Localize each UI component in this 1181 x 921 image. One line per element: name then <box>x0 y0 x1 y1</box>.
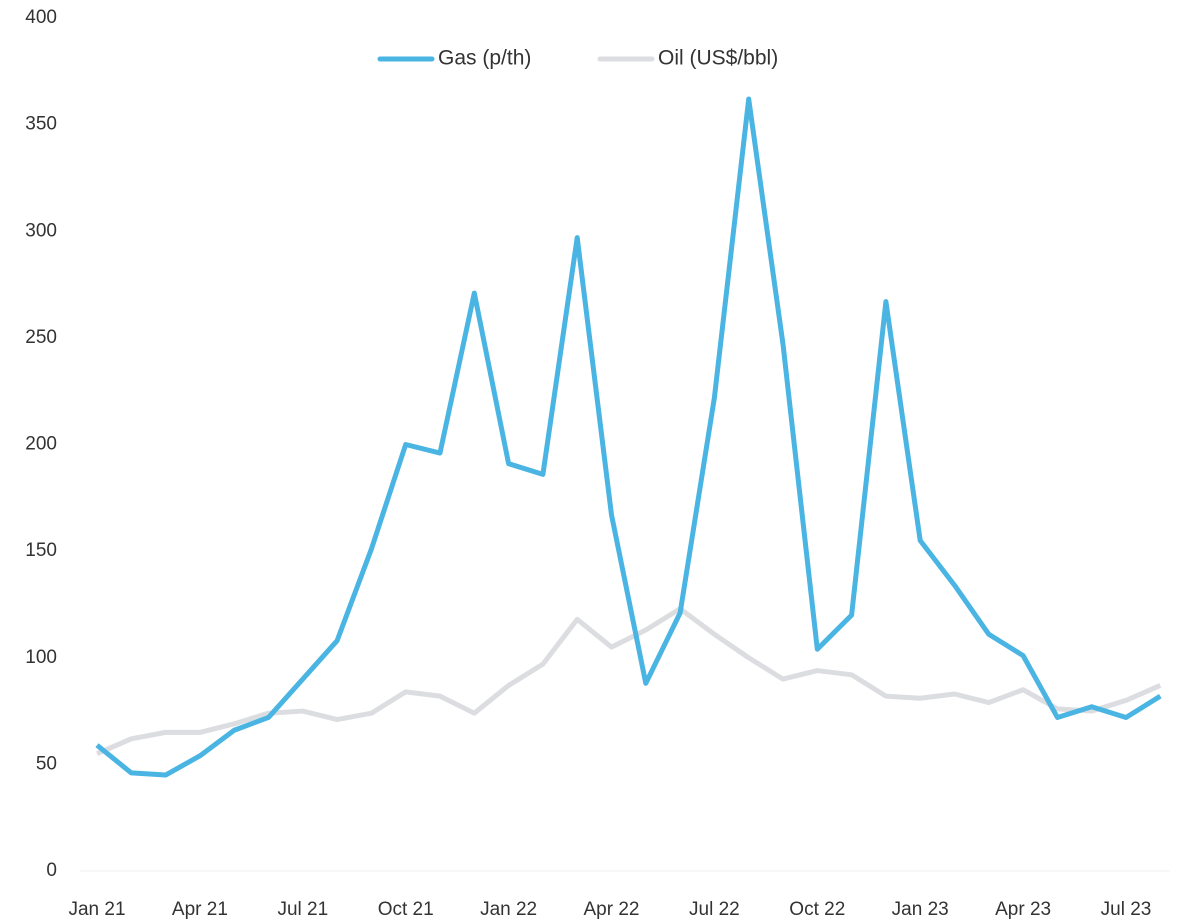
x-tick-label: Apr 22 <box>584 899 640 920</box>
y-tick-label: 100 <box>25 647 57 668</box>
series-line <box>95 96 1162 778</box>
x-tick-label: Jan 23 <box>892 899 949 920</box>
x-tick-label: Apr 23 <box>995 899 1051 920</box>
y-tick-label: 50 <box>36 753 57 774</box>
legend-label: Oil (US$/bbl) <box>658 47 778 70</box>
y-tick-label: 150 <box>25 540 57 561</box>
x-tick-label: Jul 23 <box>1101 899 1152 920</box>
x-tick-label: Jan 21 <box>68 899 125 920</box>
series-line <box>96 606 1162 757</box>
y-tick-label: 350 <box>25 114 57 135</box>
x-tick-label: Jan 22 <box>480 899 537 920</box>
y-tick-label: 250 <box>25 327 57 348</box>
x-tick-label: Jul 21 <box>277 899 328 920</box>
legend-label: Gas (p/th) <box>438 47 531 70</box>
y-tick-label: 400 <box>25 7 57 28</box>
x-tick-label: Oct 21 <box>378 899 434 920</box>
x-tick-label: Oct 22 <box>789 899 845 920</box>
y-tick-label: 0 <box>46 860 57 881</box>
y-tick-label: 200 <box>25 434 57 455</box>
x-tick-label: Jul 22 <box>689 899 740 920</box>
y-tick-label: 300 <box>25 220 57 241</box>
x-tick-label: Apr 21 <box>172 899 228 920</box>
